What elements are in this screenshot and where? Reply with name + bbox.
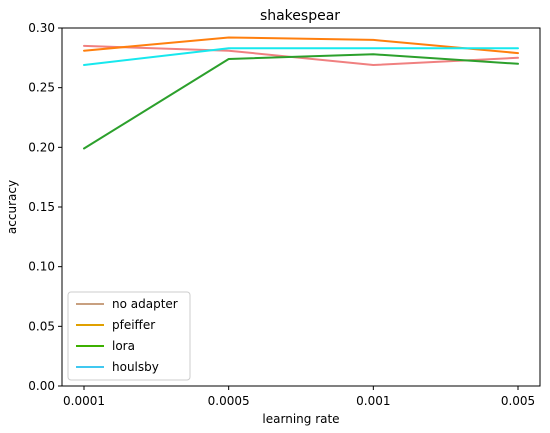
series-line-houlsby bbox=[83, 47, 519, 66]
y-tick-label: 0.00 bbox=[28, 379, 55, 393]
series-line-pfeiffer bbox=[83, 36, 519, 55]
chart-title: shakespear bbox=[260, 8, 340, 24]
y-axis-label: accuracy bbox=[5, 180, 19, 234]
legend-label: lora bbox=[112, 339, 135, 353]
x-tick-label: 0.0001 bbox=[63, 394, 105, 408]
legend-label: pfeiffer bbox=[112, 318, 155, 332]
legend-label: no adapter bbox=[112, 297, 178, 311]
legend-label: houlsby bbox=[112, 360, 159, 374]
x-axis-label: learning rate bbox=[262, 412, 339, 426]
y-tick-label: 0.30 bbox=[28, 21, 55, 35]
y-tick-label: 0.05 bbox=[28, 319, 55, 333]
x-tick-label: 0.001 bbox=[356, 394, 390, 408]
y-tick-label: 0.15 bbox=[28, 200, 55, 214]
series-line-lora bbox=[83, 53, 519, 150]
legend: no adapter pfeiffer lora houlsby bbox=[67, 291, 191, 381]
y-tick-label: 0.20 bbox=[28, 140, 55, 154]
y-tick-label: 0.25 bbox=[28, 81, 55, 95]
x-axis: 0.0001 0.0005 0.001 0.005 bbox=[63, 386, 535, 408]
y-axis: 0.00 0.05 0.10 0.15 0.20 0.25 0.30 bbox=[28, 21, 62, 393]
series-layer bbox=[83, 36, 519, 150]
x-tick-label: 0.005 bbox=[501, 394, 535, 408]
series-line-no-adapter bbox=[83, 44, 519, 66]
legend-box bbox=[67, 291, 191, 381]
x-tick-label: 0.0005 bbox=[208, 394, 250, 408]
y-tick-label: 0.10 bbox=[28, 260, 55, 274]
